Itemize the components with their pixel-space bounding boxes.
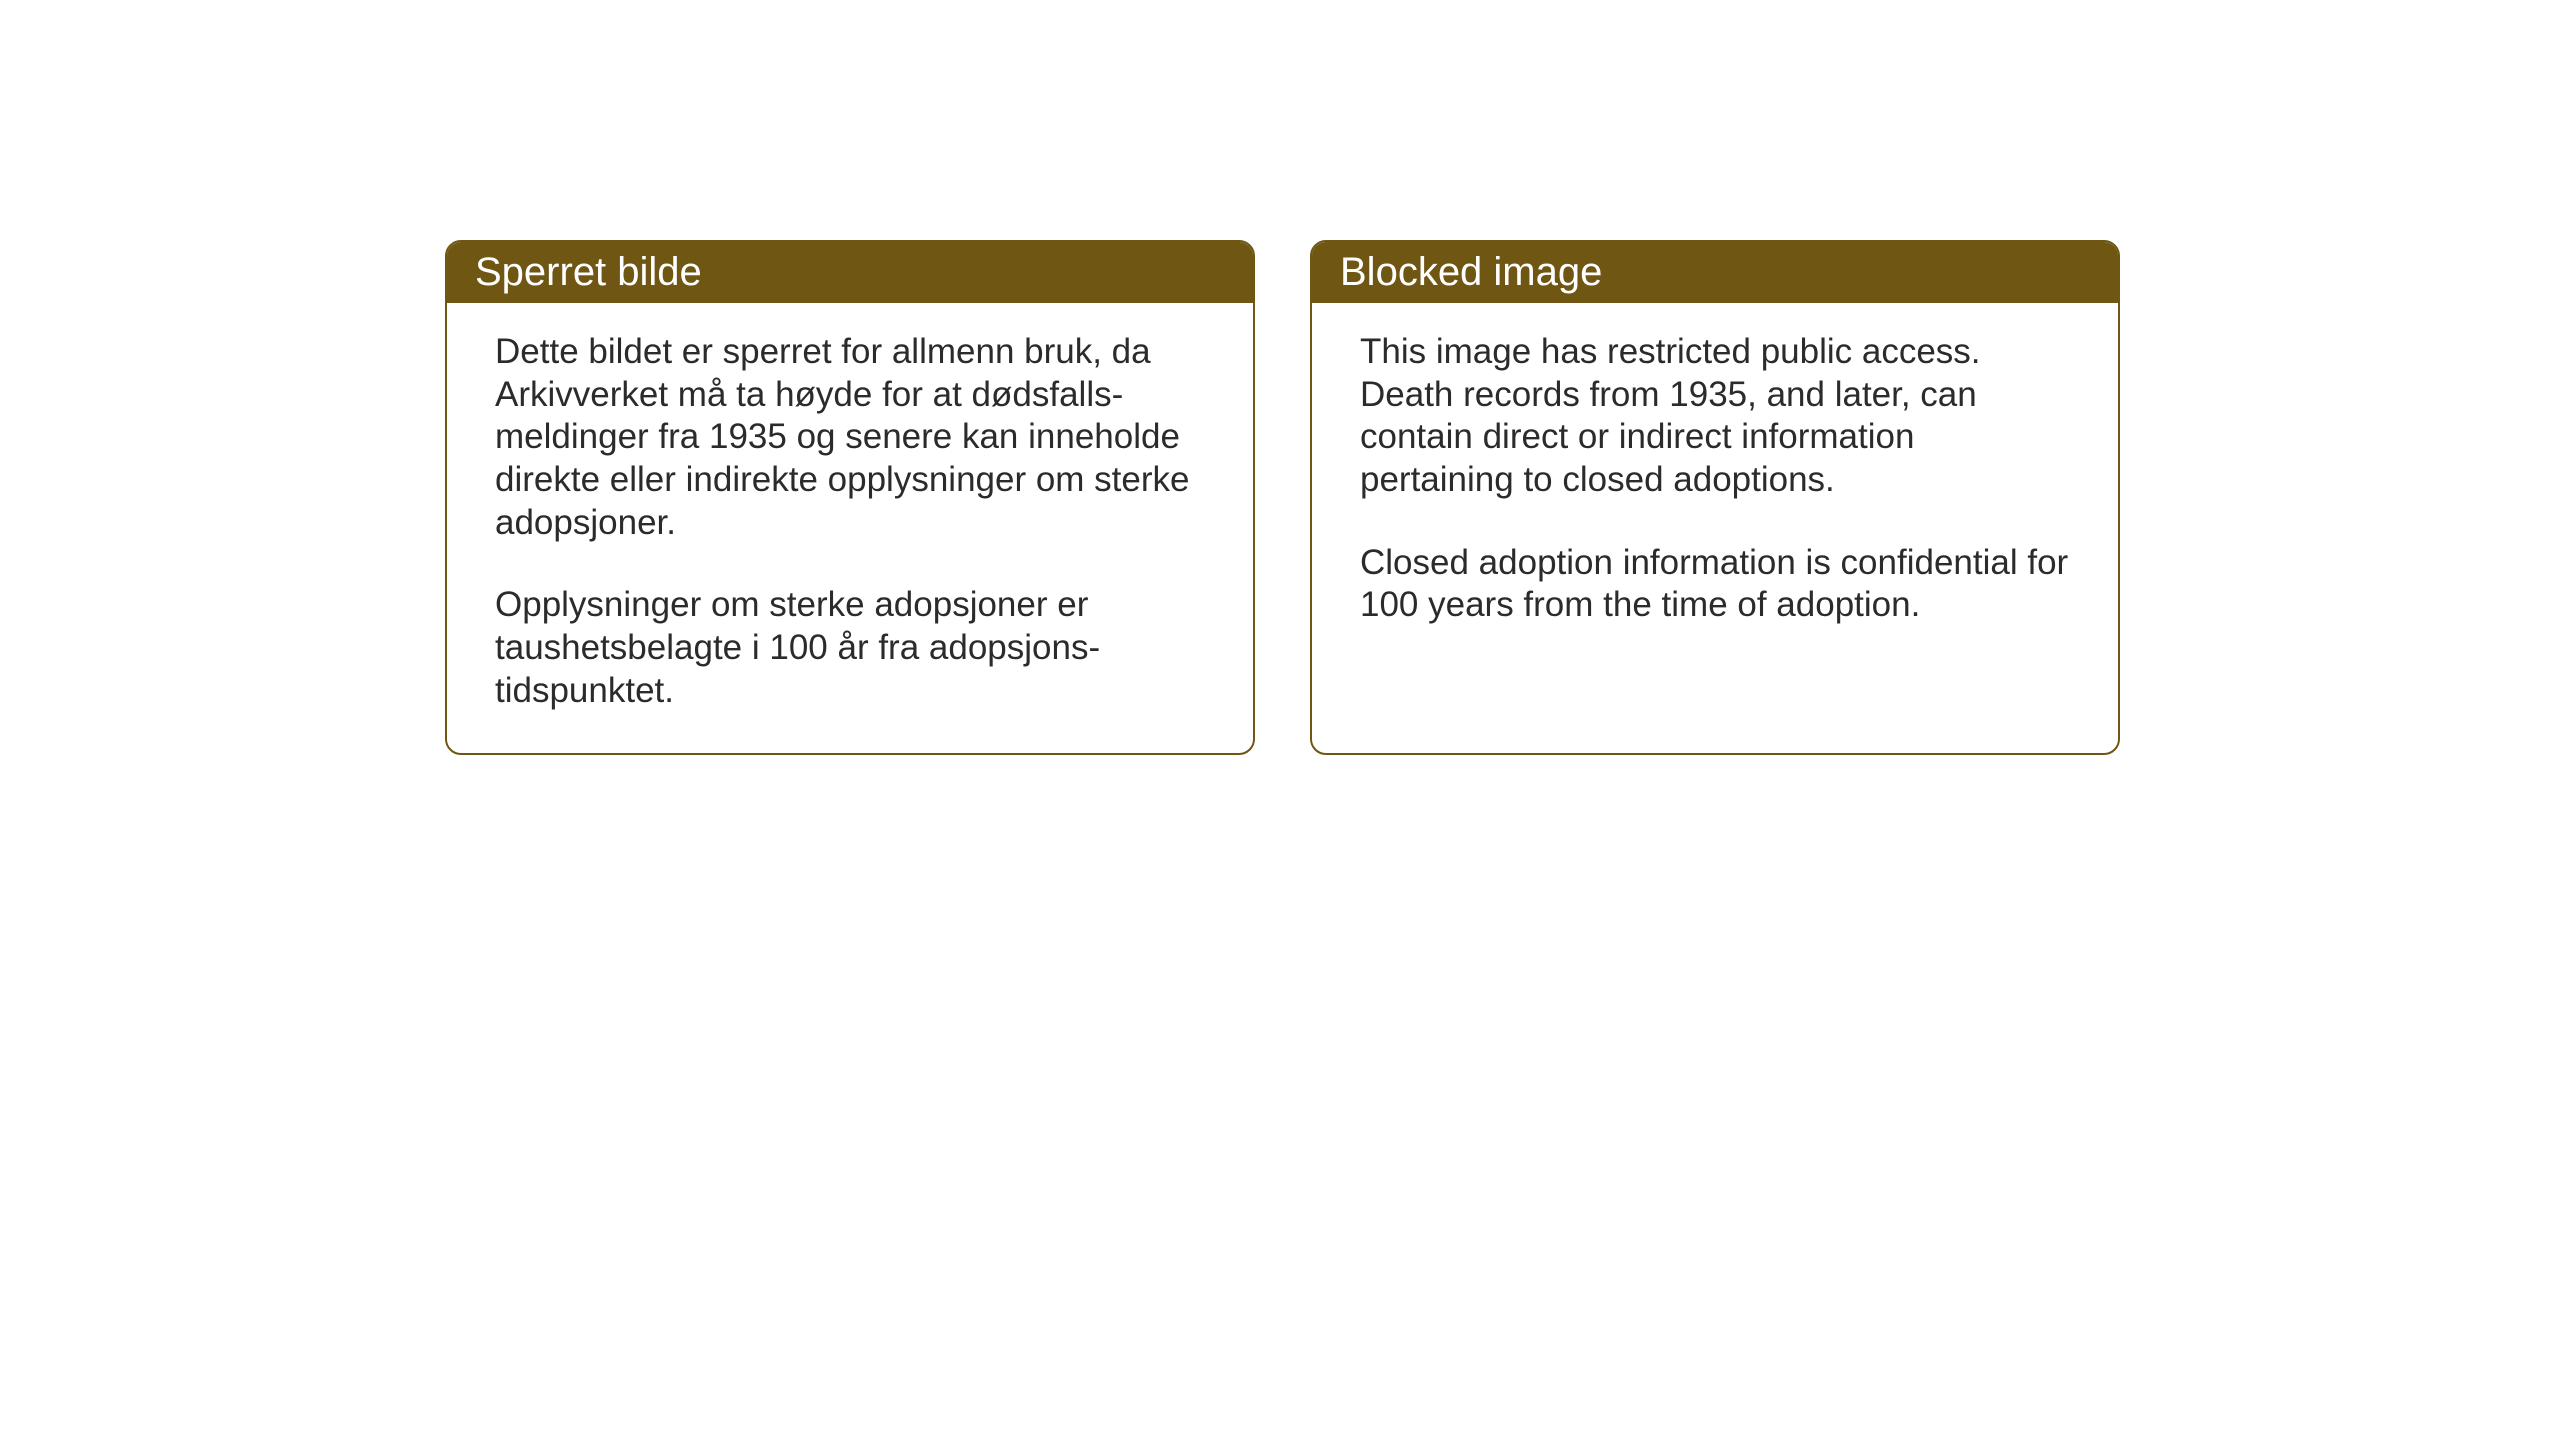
card-body-english: This image has restricted public access.…: [1312, 303, 2118, 715]
card-paragraph-2-english: Closed adoption information is confident…: [1360, 542, 2070, 627]
card-paragraph-1-english: This image has restricted public access.…: [1360, 331, 2070, 502]
card-paragraph-1-norwegian: Dette bildet er sperret for allmenn bruk…: [495, 331, 1205, 544]
card-title-english: Blocked image: [1340, 250, 1602, 294]
notice-card-norwegian: Sperret bilde Dette bildet er sperret fo…: [445, 240, 1255, 755]
notice-card-english: Blocked image This image has restricted …: [1310, 240, 2120, 755]
card-paragraph-2-norwegian: Opplysninger om sterke adopsjoner er tau…: [495, 584, 1205, 712]
card-body-norwegian: Dette bildet er sperret for allmenn bruk…: [447, 303, 1253, 753]
notice-container: Sperret bilde Dette bildet er sperret fo…: [445, 240, 2120, 755]
card-header-english: Blocked image: [1312, 242, 2118, 303]
card-header-norwegian: Sperret bilde: [447, 242, 1253, 303]
card-title-norwegian: Sperret bilde: [475, 250, 702, 294]
